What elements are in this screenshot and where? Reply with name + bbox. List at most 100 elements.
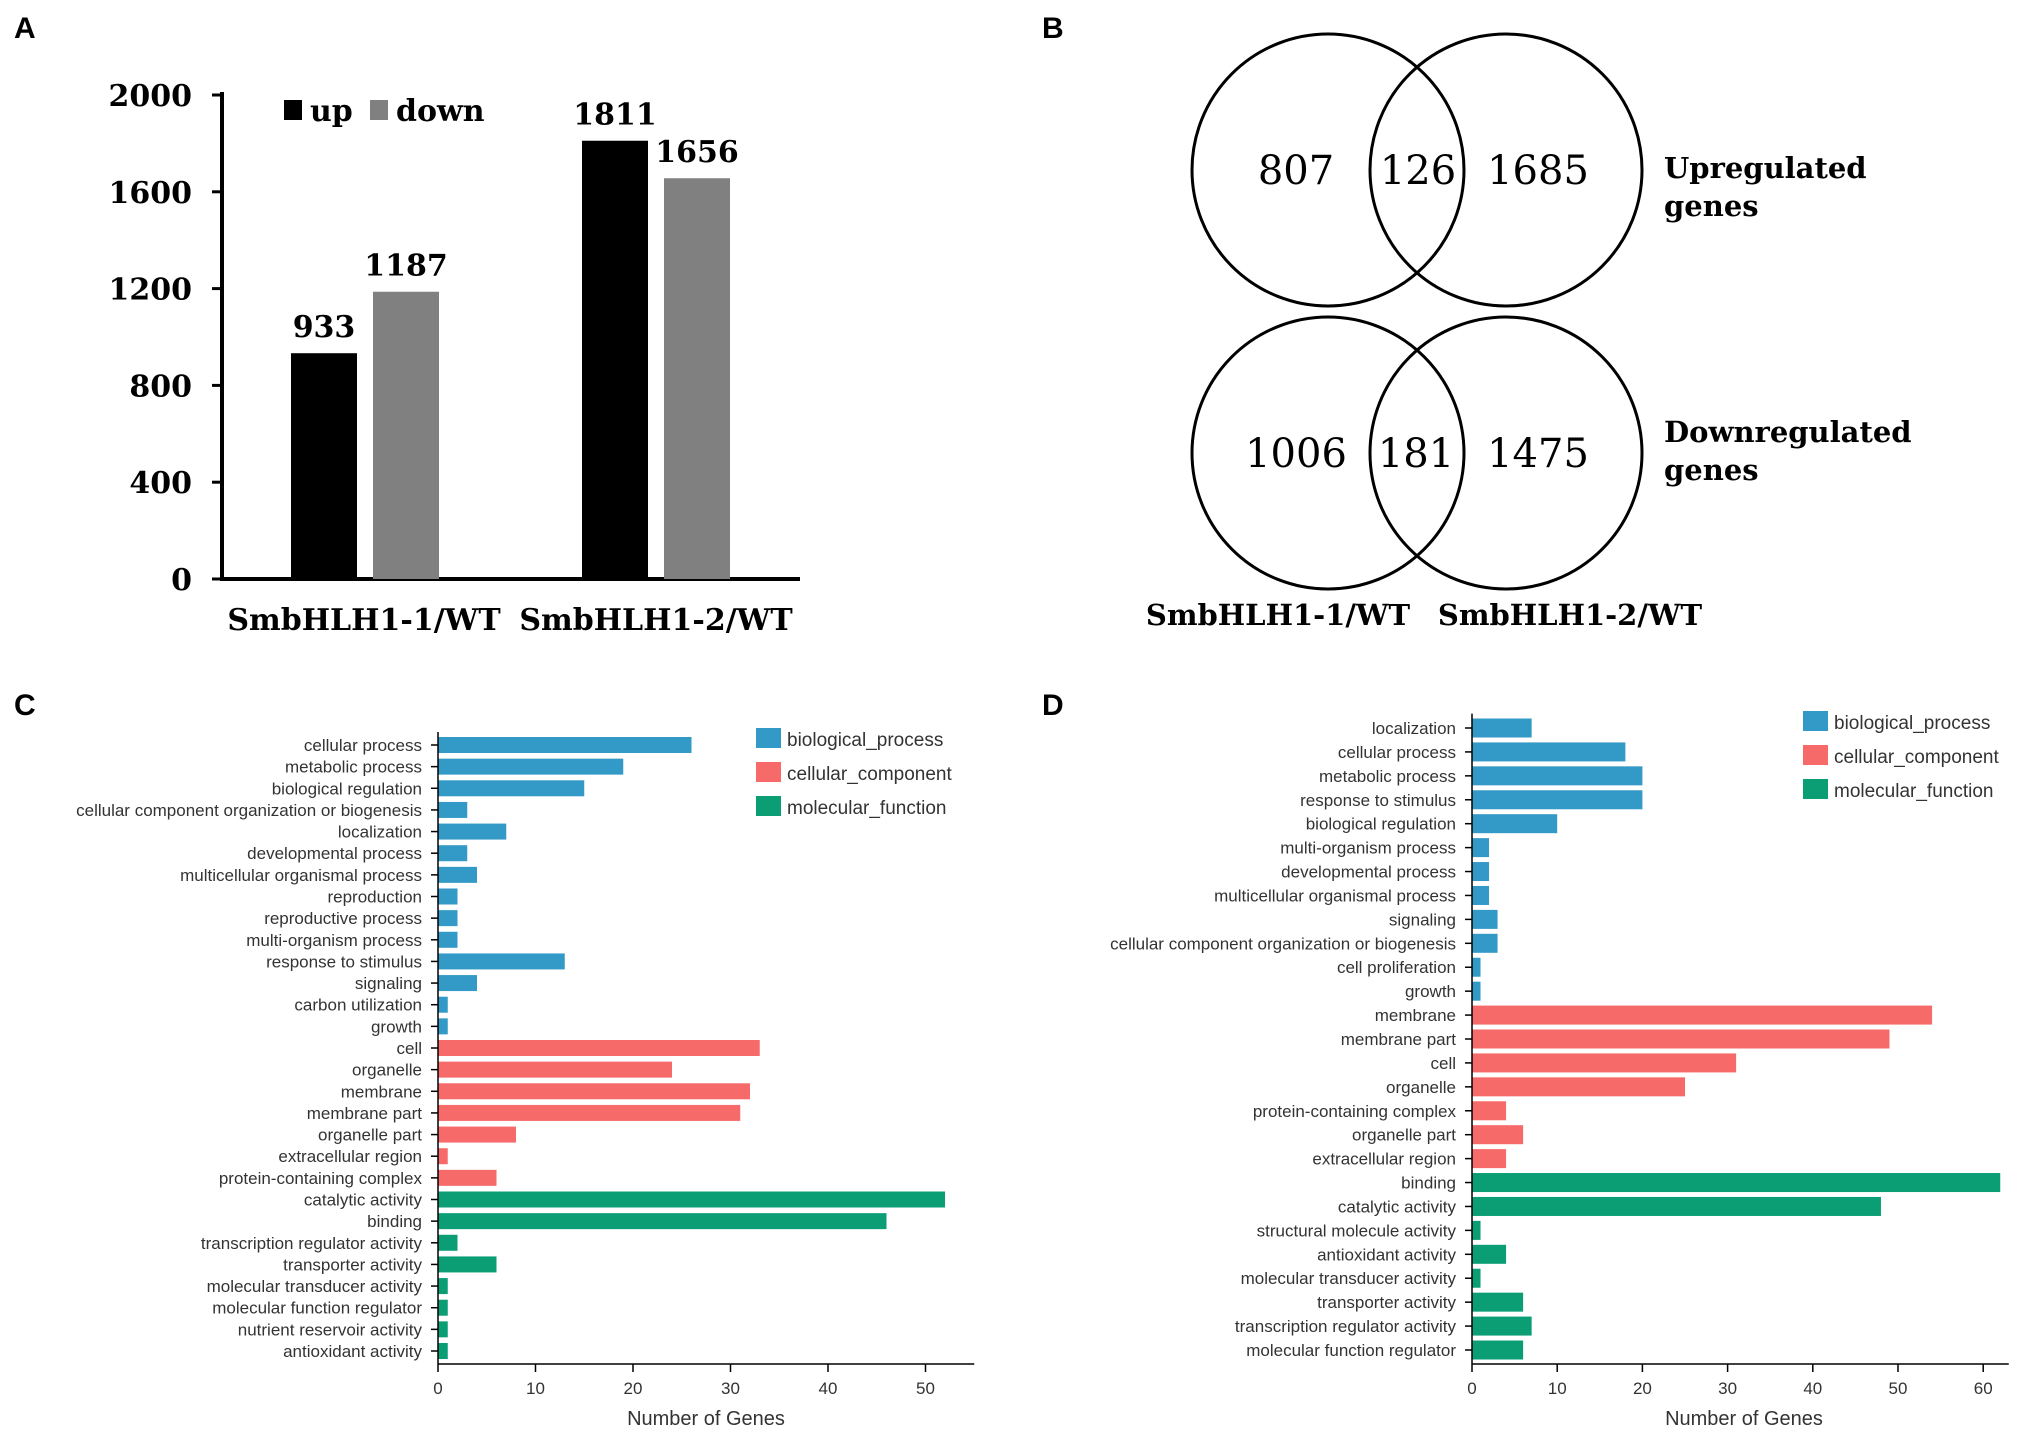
bar-molecular_function — [438, 1321, 448, 1338]
category-label: biological regulation — [272, 779, 422, 798]
x-tick-label: 0 — [433, 1379, 442, 1398]
bar-molecular_function — [1472, 1196, 1881, 1216]
y-tick-label: 400 — [129, 466, 192, 501]
category-label: structural molecule activity — [1257, 1221, 1457, 1240]
bar-cellular_component — [438, 1040, 760, 1056]
data-label: 1811 — [573, 98, 657, 133]
category-label: reproductive process — [264, 909, 422, 928]
category-label: catalytic activity — [304, 1191, 423, 1210]
venn-set-label-right: SmbHLH1-2/WT — [1438, 598, 1703, 632]
bar-biological_process — [1472, 933, 1498, 953]
category-label: cellular component organization or bioge… — [76, 801, 422, 820]
category-label: protein-containing complex — [1253, 1102, 1457, 1121]
bar-down — [664, 178, 730, 580]
bar-cellular_component — [1472, 1101, 1507, 1121]
x-tick-label: 40 — [1803, 1379, 1822, 1398]
bar-biological_process — [1472, 838, 1490, 858]
x-tick-label: 20 — [624, 1379, 643, 1398]
category-label: localization — [1372, 719, 1456, 738]
category-label: transporter activity — [283, 1255, 422, 1274]
legend-swatch-biological-process — [756, 728, 781, 748]
data-label: 1656 — [655, 135, 739, 170]
bar-biological_process — [438, 1018, 448, 1035]
bar-biological_process — [1472, 909, 1498, 929]
category-label: organelle part — [1352, 1126, 1456, 1145]
chart-c-x-axis-label: Number of Genes — [627, 1408, 785, 1430]
x-tick-label: 50 — [916, 1379, 935, 1398]
chart-a-legend: up down — [284, 94, 485, 129]
category-label: membrane part — [307, 1104, 423, 1123]
bar-cellular_component — [1472, 1029, 1890, 1049]
x-tick-label: 30 — [721, 1379, 740, 1398]
category-label: molecular transducer activity — [207, 1277, 423, 1296]
legend-label-cellular-component: cellular_component — [787, 764, 952, 785]
category-label: response to stimulus — [1300, 791, 1456, 810]
category-label: cellular component organization or bioge… — [1110, 934, 1456, 953]
category-label: signaling — [355, 974, 422, 993]
bar-cellular_component — [438, 1169, 497, 1186]
bar-molecular_function — [438, 1234, 458, 1251]
category-label: membrane part — [1341, 1030, 1457, 1049]
category-label-1: SmbHLH1-1/WT — [227, 603, 501, 638]
category-label: cell proliferation — [1337, 958, 1456, 977]
panel-label-d: D — [1042, 689, 1064, 722]
category-label: cellular process — [1338, 743, 1456, 762]
category-label: carbon utilization — [294, 996, 422, 1015]
category-label: cell — [396, 1039, 422, 1058]
category-label-2: SmbHLH1-2/WT — [519, 603, 793, 638]
bar-biological_process — [1472, 790, 1643, 810]
legend-swatch-cellular-component — [756, 762, 781, 782]
category-label: signaling — [1389, 910, 1456, 929]
bar-molecular_function — [1472, 1220, 1481, 1240]
bar-cellular_component — [1472, 1125, 1524, 1145]
bar-molecular_function — [438, 1343, 448, 1359]
data-label: 933 — [293, 310, 356, 345]
bar-molecular_function — [1472, 1316, 1532, 1336]
venn-set-label-left: SmbHLH1-1/WT — [1146, 598, 1411, 632]
legend-label-down: down — [396, 94, 485, 129]
bar-cellular_component — [438, 1104, 741, 1121]
bar-biological_process — [438, 866, 477, 883]
category-label: organelle — [352, 1061, 422, 1080]
x-tick-label: 0 — [1467, 1379, 1476, 1398]
x-tick-label: 60 — [1974, 1379, 1993, 1398]
bar-cellular_component — [438, 1061, 672, 1078]
bar-biological_process — [1472, 718, 1532, 738]
bar-biological_process — [438, 931, 458, 948]
x-tick-label: 40 — [819, 1379, 838, 1398]
category-label: reproduction — [327, 888, 422, 907]
bar-biological_process — [1472, 957, 1481, 977]
bar-biological_process — [438, 758, 624, 775]
venn-down-circle-right — [1368, 315, 1644, 591]
bar-cellular_component — [438, 1126, 516, 1143]
category-label: molecular function regulator — [212, 1299, 422, 1318]
y-tick-label: 0 — [171, 563, 192, 598]
venn-down-title-line1: Downregulated — [1664, 415, 1912, 449]
venn-down-title-line2: genes — [1664, 453, 1759, 487]
legend-label-biological-process: biological_process — [787, 730, 943, 751]
bar-biological_process — [438, 975, 477, 992]
venn-up-right-only: 1685 — [1487, 148, 1589, 194]
bar-cellular_component — [438, 1148, 448, 1165]
panel-label-b: B — [1042, 12, 1064, 45]
category-label: growth — [1405, 982, 1456, 1001]
category-label: multi-organism process — [1280, 839, 1456, 858]
venn-up-circle-right — [1368, 32, 1644, 308]
bar-biological_process — [438, 823, 507, 840]
y-tick-label: 1600 — [109, 176, 193, 211]
bar-biological_process — [1472, 862, 1490, 882]
category-label: growth — [371, 1017, 422, 1036]
venn-up-title-line1: Upregulated — [1664, 151, 1867, 185]
category-label: binding — [367, 1212, 422, 1231]
x-tick-label: 10 — [526, 1379, 545, 1398]
bar-biological_process — [1472, 885, 1490, 905]
legend-swatch-biological-process — [1803, 711, 1828, 731]
venn-down-right-only: 1475 — [1487, 431, 1589, 477]
chart-d-go-bar-chart: localization cellular process metabolic pr… — [1110, 711, 2009, 1430]
category-label: nutrient reservoir activity — [238, 1320, 423, 1339]
bar-molecular_function — [438, 1256, 497, 1273]
legend-swatch-molecular-function — [1803, 779, 1828, 799]
category-label: cellular process — [304, 736, 422, 755]
x-tick-label: 20 — [1633, 1379, 1652, 1398]
category-label: extracellular region — [1312, 1150, 1456, 1169]
